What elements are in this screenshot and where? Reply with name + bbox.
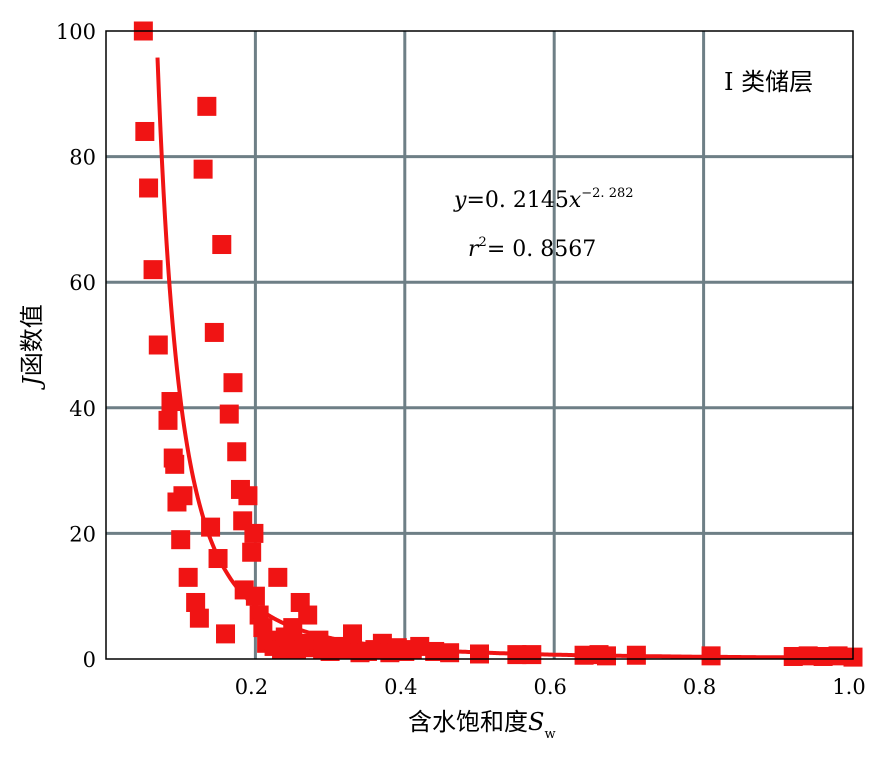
- data-point: [204, 322, 224, 342]
- equation-x-symbol: x: [569, 188, 582, 213]
- fit-equation: y=0. 2145x−2. 282: [453, 186, 634, 213]
- data-point: [283, 618, 303, 638]
- x-tick-label: 0.6: [533, 675, 566, 699]
- data-point: [244, 523, 264, 543]
- y-axis-title-text: 函数值: [18, 304, 46, 376]
- y-axis-symbol: J: [18, 375, 46, 391]
- data-point: [238, 486, 258, 506]
- r2-value: = 0. 8567: [487, 237, 596, 262]
- data-point: [173, 486, 193, 506]
- data-point: [135, 121, 155, 141]
- fit-curve: [155, 57, 853, 660]
- equation-exponent: −2. 282: [581, 186, 633, 201]
- y-tick-label: 60: [69, 271, 96, 295]
- data-point: [268, 567, 288, 587]
- y-tick-label: 20: [69, 522, 96, 546]
- data-point: [813, 646, 833, 666]
- plot-area-frame: [105, 30, 854, 660]
- data-point: [701, 646, 721, 666]
- data-point: [245, 586, 265, 606]
- data-point: [783, 646, 803, 666]
- data-point: [410, 636, 430, 656]
- data-point: [161, 392, 181, 412]
- reservoir-class-label: I 类储层: [724, 68, 813, 96]
- x-tick-label: 0.2: [235, 675, 268, 699]
- data-point: [242, 542, 262, 562]
- data-point: [626, 645, 646, 665]
- x-axis-title-text: 含水饱和度: [408, 708, 528, 736]
- y-tick-label: 100: [56, 20, 96, 44]
- data-point: [828, 646, 848, 666]
- data-point: [158, 410, 178, 430]
- x-axis-title: 含水饱和度Sw: [408, 708, 556, 742]
- data-point: [193, 159, 213, 179]
- data-point: [798, 646, 818, 666]
- data-point: [197, 96, 217, 116]
- r2-superscript: 2: [479, 235, 487, 250]
- r-squared-annotation: r2= 0. 8567: [468, 235, 596, 262]
- data-point: [298, 605, 318, 625]
- data-point: [165, 454, 185, 474]
- y-tick-label: 80: [69, 146, 96, 170]
- data-point: [470, 644, 489, 664]
- data-point: [178, 567, 198, 587]
- x-tick-label: 1.0: [832, 675, 865, 699]
- x-tick-label: 0.8: [683, 675, 716, 699]
- data-point: [139, 178, 159, 198]
- equation-y-symbol: y: [453, 188, 467, 213]
- data-point: [440, 643, 460, 663]
- data-point: [186, 592, 206, 612]
- data-point: [596, 646, 616, 666]
- x-axis-symbol: S: [528, 708, 544, 736]
- data-point: [227, 442, 247, 462]
- data-point: [212, 235, 232, 255]
- data-point: [208, 549, 228, 569]
- y-axis-title: J函数值: [18, 304, 46, 391]
- data-point: [216, 624, 236, 644]
- data-point: [189, 608, 209, 628]
- data-point: [201, 517, 221, 537]
- data-point: [219, 404, 239, 424]
- data-point: [223, 373, 243, 393]
- equation-coefficient: =0. 2145: [466, 188, 568, 213]
- data-point: [171, 530, 191, 550]
- scatter-points: [133, 21, 863, 667]
- r2-r-symbol: r: [468, 237, 480, 262]
- data-point: [425, 641, 445, 661]
- data-point: [335, 640, 355, 660]
- x-axis-subscript: w: [544, 727, 555, 742]
- x-tick-label: 0.4: [384, 675, 417, 699]
- fit-curve-group: [155, 57, 853, 660]
- data-point: [343, 624, 363, 644]
- y-tick-label: 0: [83, 648, 96, 672]
- data-point: [522, 645, 542, 665]
- data-point: [148, 335, 168, 355]
- tick-labels: 0.2 0.4 0.6 0.8 1.0 0 20 40 60 80 100: [56, 20, 866, 699]
- y-tick-label: 40: [69, 397, 96, 421]
- data-point: [574, 645, 594, 665]
- data-point: [143, 260, 163, 280]
